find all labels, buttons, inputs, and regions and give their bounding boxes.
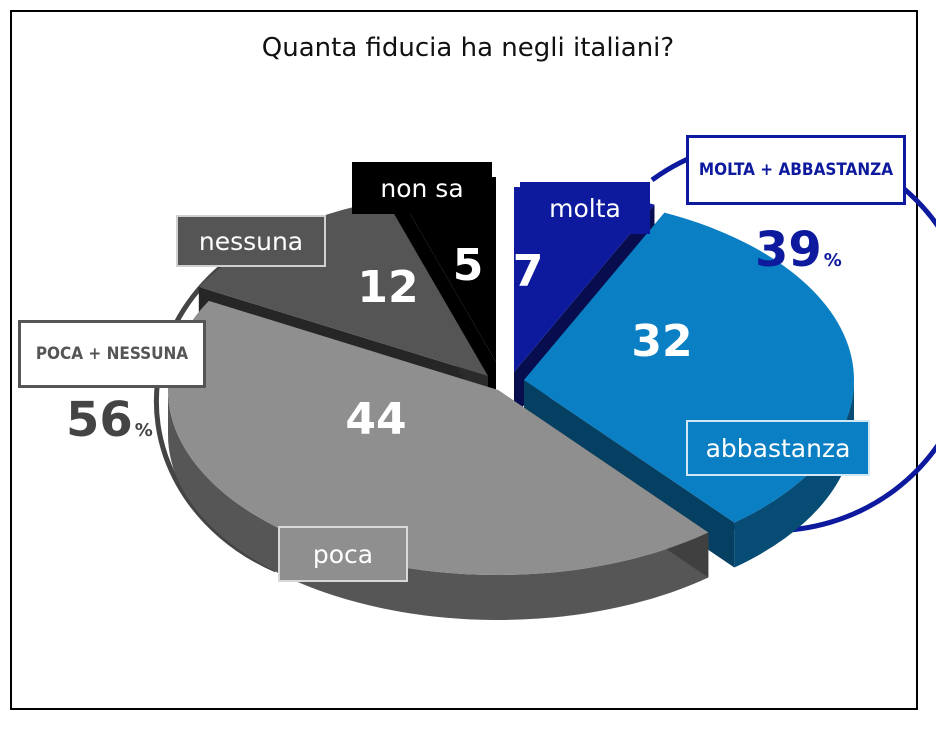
slice-value-poca: 44 <box>345 394 406 445</box>
group-total-molta-abbastanza: 39% <box>755 222 842 278</box>
slice-value-abbastanza: 32 <box>631 316 692 367</box>
slice-label-poca: poca <box>278 526 408 582</box>
slice-value-nessuna: 12 <box>357 262 418 313</box>
group-total-value: 56 <box>66 392 133 448</box>
chart-title: Quanta fiducia ha negli italiani? <box>261 33 675 63</box>
group-total-unit: % <box>134 420 153 441</box>
slice-label-molta: molta <box>520 182 650 234</box>
slice-value-molta: 7 <box>513 246 544 297</box>
group-label-molta-abbastanza: MOLTA + ABBASTANZA <box>686 135 906 205</box>
group-total-value: 39 <box>755 222 822 278</box>
slice-value-non-sa: 5 <box>453 240 484 291</box>
slice-label-nessuna: nessuna <box>176 215 326 267</box>
slice-label-non-sa: non sa <box>352 162 492 214</box>
group-label-poca-nessuna: POCA + NESSUNA <box>18 320 206 388</box>
group-total-poca-nessuna: 56% <box>66 392 153 448</box>
group-total-unit: % <box>823 250 842 271</box>
slice-label-abbastanza: abbastanza <box>686 420 870 476</box>
